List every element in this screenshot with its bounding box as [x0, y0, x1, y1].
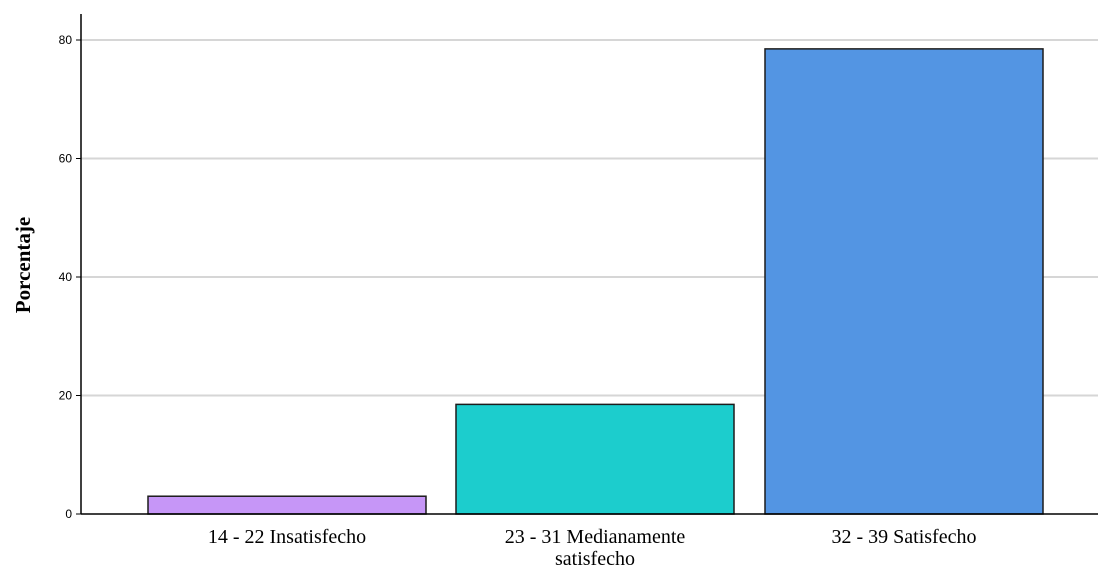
x-axis-ticks: 14 - 22 Insatisfecho 23 - 31 Medianamente…: [208, 526, 977, 570]
bar: [764, 48, 1044, 515]
x-tick-label: 23 - 31 Medianamente satisfecho: [505, 526, 686, 570]
bars: [147, 48, 1044, 515]
y-tick-label: 0: [65, 507, 72, 521]
bar: [147, 495, 427, 515]
y-tick-label: 80: [59, 33, 73, 47]
y-tick-label: 20: [59, 389, 73, 403]
y-axis-label: Porcentaje: [11, 217, 35, 313]
x-tick-label: 32 - 39 Satisfecho: [832, 526, 977, 548]
y-tick-label: 40: [59, 270, 73, 284]
y-axis-ticks: 0 20 40 60 80: [59, 33, 81, 521]
x-tick-label: 14 - 22 Insatisfecho: [208, 526, 366, 548]
bar: [455, 403, 735, 515]
y-tick-label: 60: [59, 152, 73, 166]
axes: [80, 14, 1098, 515]
